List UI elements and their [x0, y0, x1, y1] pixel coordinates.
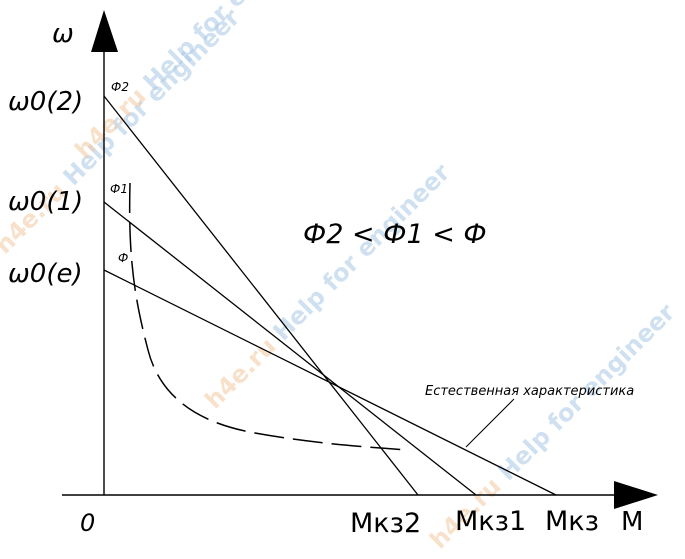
natural-label-leader — [465, 398, 515, 448]
tick-mkz: Мкз — [545, 506, 599, 537]
label-phi1: Ф1 — [110, 182, 128, 196]
origin-label: 0 — [80, 509, 95, 537]
tick-w02: ω0(2) — [8, 87, 83, 117]
x-axis-arrow-icon — [614, 481, 658, 509]
x-axis-label: M — [621, 507, 643, 537]
characteristic-phi1 — [103, 201, 477, 496]
characteristic-phi2 — [103, 95, 419, 496]
flux-relation: Ф2 < Ф1 < Ф — [303, 219, 487, 250]
tick-w0e: ω0(e) — [8, 259, 83, 289]
dashed-characteristic-curve — [128, 182, 409, 451]
label-phi2: Ф2 — [111, 80, 129, 94]
y-axis-label: ω — [52, 19, 74, 49]
y-axis-arrow-icon — [91, 10, 118, 52]
tick-w01: ω0(1) — [8, 187, 83, 217]
natural-characteristic — [103, 269, 557, 496]
natural-characteristic-label: Естественная характеристика — [425, 384, 634, 399]
tick-mkz1: Мкз1 — [455, 506, 526, 537]
label-phi: Ф — [118, 251, 128, 265]
watermark-2: h4e.ru Help for engineer — [199, 158, 455, 414]
tick-mkz2: Мкз2 — [350, 508, 421, 539]
